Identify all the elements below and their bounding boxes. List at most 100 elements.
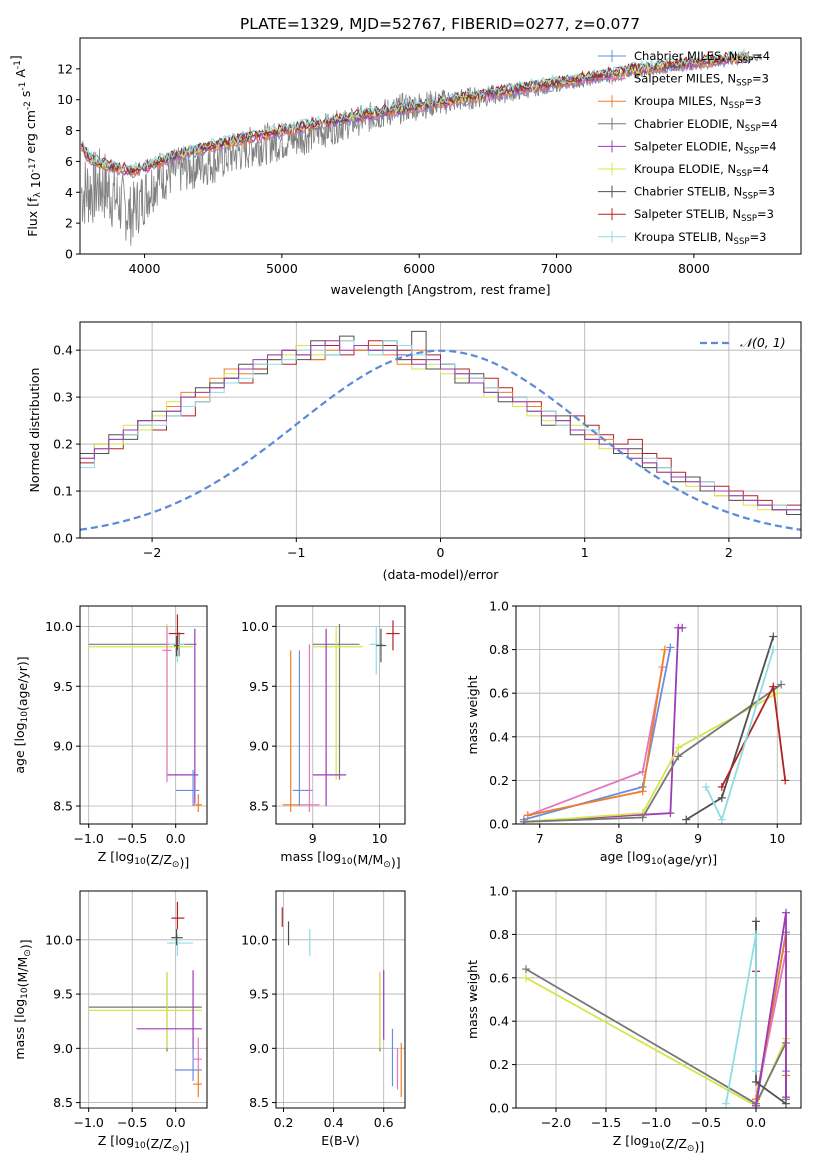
residual-panel-frame (79, 321, 802, 539)
x-tick-label: 2 (725, 545, 733, 560)
y-tick-label: 12 (57, 61, 73, 76)
age-vs-metallicity-panel-background (80, 606, 207, 824)
y-tick-label: 0.1 (53, 484, 73, 499)
age-vs-metallicity-panel-frame (79, 605, 208, 825)
y-tick-label: 0.6 (489, 686, 509, 701)
x-tick-label: 0.4 (324, 1115, 344, 1130)
y-tick-label: 0.6 (489, 970, 509, 985)
mass-vs-extinction-panel: 0.2 0.4 0.6 8.5 9.0 9.5 10.0 E(B-V) (241, 890, 406, 1148)
y-tick-label: 0.4 (53, 343, 73, 358)
x-tick-label: −0.5 (691, 1115, 721, 1130)
x-tick-label: −2.0 (541, 1115, 571, 1130)
weight-vs-metallicity-panel-frame (515, 890, 802, 1109)
x-axis-label: E(B-V) (321, 1133, 360, 1148)
y-tick-label: 9.5 (249, 679, 269, 694)
weight-vs-metallicity-panel: −2.0 −1.5 −1.0 −0.5 0.0 0.0 0.2 0.4 0.6 0.8 1.0 Z [… (465, 884, 802, 1154)
y-tick-label: 0.8 (489, 927, 509, 942)
y-axis-label: mass weight (465, 675, 480, 754)
y-tick-label: 10.0 (241, 619, 269, 634)
y-tick-label: 10.0 (241, 932, 269, 947)
x-tick-label: −1.0 (641, 1115, 671, 1130)
y-tick-label: 8.5 (53, 799, 73, 814)
y-tick-label: 9.5 (249, 987, 269, 1002)
legend-label: Salpeter STELIB, NSSP=3 (634, 207, 774, 224)
x-tick-label: 0.0 (166, 1115, 186, 1130)
x-tick-label: −1.5 (591, 1115, 621, 1130)
x-axis-label: Z [log10(Z/Z⊙)] (98, 1133, 189, 1154)
x-tick-label: 9 (694, 831, 702, 846)
legend-label: Kroupa ELODIE, NSSP=4 (634, 162, 769, 179)
y-tick-label: 8.5 (249, 799, 269, 814)
weight-vs-metallicity-panel-plot-area (522, 908, 790, 1108)
x-tick-label: 7000 (541, 261, 573, 276)
age-vs-metallicity-panel: −1.0 −0.5 0.0 8.5 9.0 9.5 10.0 Z [log10(Z/Z⊙)] a… (12, 605, 208, 870)
y-tick-label: 6 (65, 154, 73, 169)
mass-vs-metallicity-panel-plot-area (88, 901, 202, 1098)
mass-vs-extinction-panel-background (276, 891, 405, 1108)
mass-vs-metallicity-panel-background (80, 891, 207, 1108)
age-vs-mass-panel-background (276, 606, 405, 824)
age-vs-mass-panel: 9 10 8.5 9.0 9.5 10.0 mass [log10(M/M⊙)] (241, 605, 406, 870)
legend-label: Chabrier STELIB, NSSP=3 (634, 185, 775, 202)
y-tick-label: 9.5 (53, 987, 73, 1002)
x-tick-label: 10 (769, 831, 785, 846)
x-axis-label: wavelength [Angstrom, rest frame] (330, 282, 550, 297)
x-axis-label: Z [log10(Z/Z⊙)] (98, 849, 189, 870)
x-tick-label: 0.6 (374, 1115, 394, 1130)
x-tick-label: 7 (536, 831, 544, 846)
age-vs-mass-panel-frame (275, 605, 406, 825)
y-tick-label: 0.4 (489, 1014, 509, 1029)
weight-vs-metallicity-panel-background (516, 891, 801, 1108)
y-tick-label: 0.0 (489, 1101, 509, 1116)
y-tick-label: 8 (65, 123, 73, 138)
weight-vs-age-panel-frame (515, 605, 802, 825)
weight-line-kroupa_elodie (523, 692, 778, 823)
y-tick-label: 10.0 (45, 932, 73, 947)
x-tick-label: −0.5 (117, 1115, 147, 1130)
y-tick-label: 0.8 (489, 642, 509, 657)
y-tick-label: 9.5 (53, 679, 73, 694)
x-tick-label: 5000 (266, 261, 298, 276)
y-tick-label: 0.3 (53, 390, 73, 405)
y-tick-label: 10 (57, 92, 73, 107)
spectrum-panel: 4000 5000 6000 7000 8000 0 2 4 6 8 10 12 Chabrier MI… (8, 37, 802, 297)
x-tick-label: −1.0 (74, 1115, 104, 1130)
figure-title: PLATE=1329, MJD=52767, FIBERID=0277, z=0… (240, 15, 640, 33)
x-tick-label: 0 (437, 545, 445, 560)
y-tick-label: 0.2 (53, 437, 73, 452)
y-tick-label: 9.0 (249, 1041, 269, 1056)
y-tick-label: 0.4 (489, 729, 509, 744)
x-axis-label: age [log10(age/yr)] (600, 849, 717, 867)
y-tick-label: 9.0 (53, 1041, 73, 1056)
x-axis-label: Z [log10(Z/Z⊙)] (613, 1133, 704, 1154)
x-tick-label: 6000 (403, 261, 435, 276)
legend-label: Chabrier ELODIE, NSSP=4 (634, 117, 778, 134)
mass-vs-extinction-panel-plot-area (281, 907, 402, 1098)
legend-label: Salpeter MILES, NSSP=3 (634, 72, 769, 89)
y-tick-label: 2 (65, 216, 73, 231)
y-tick-label: 9.0 (53, 739, 73, 754)
x-tick-label: 0.0 (166, 831, 186, 846)
spectrum-panel-frame (79, 37, 802, 255)
x-tick-label: 10 (372, 831, 388, 846)
x-tick-label: −2 (143, 545, 161, 560)
normal-curve (80, 349, 801, 531)
legend-label: Kroupa MILES, NSSP=3 (634, 94, 761, 111)
mass-vs-metallicity-panel-frame (79, 890, 208, 1109)
residual-histogram-salpeter_elodie (80, 340, 801, 515)
y-tick-label: 0.2 (489, 773, 509, 788)
y-tick-label: 9.0 (249, 739, 269, 754)
normal-legend-label: 𝒩(0, 1) (740, 335, 786, 350)
y-tick-label: 0 (65, 247, 73, 262)
y-tick-label: 0.0 (489, 817, 509, 832)
y-tick-label: 0.2 (489, 1057, 509, 1072)
y-axis-label: mass [log10(M/M⊙)] (12, 939, 33, 1059)
y-tick-label: 10.0 (45, 619, 73, 634)
spectrum-legend: Chabrier MILES, NSSP=4 Salpeter MILES, NS… (598, 49, 778, 247)
x-axis-label: mass [log10(M/M⊙)] (280, 849, 400, 870)
y-axis-label: Normed distribution (27, 368, 42, 493)
weight-vs-age-panel-plot-area (519, 623, 790, 824)
model-spectrum-kroupa_stelib (81, 48, 749, 171)
y-tick-label: 1.0 (489, 599, 509, 614)
